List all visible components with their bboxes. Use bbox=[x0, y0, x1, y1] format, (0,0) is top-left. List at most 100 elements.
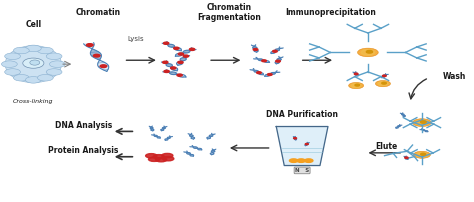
Polygon shape bbox=[172, 46, 174, 47]
Polygon shape bbox=[384, 75, 386, 76]
Polygon shape bbox=[191, 155, 193, 156]
Circle shape bbox=[178, 61, 183, 63]
Polygon shape bbox=[396, 127, 398, 128]
Polygon shape bbox=[174, 48, 178, 49]
Polygon shape bbox=[198, 148, 201, 149]
Polygon shape bbox=[163, 128, 164, 129]
Polygon shape bbox=[191, 155, 194, 156]
Polygon shape bbox=[208, 137, 210, 138]
Polygon shape bbox=[176, 48, 180, 50]
Polygon shape bbox=[175, 74, 177, 75]
Polygon shape bbox=[165, 139, 167, 140]
Polygon shape bbox=[177, 63, 182, 64]
Polygon shape bbox=[420, 129, 421, 130]
Polygon shape bbox=[279, 57, 282, 58]
Polygon shape bbox=[192, 138, 194, 139]
Polygon shape bbox=[191, 138, 194, 139]
Polygon shape bbox=[98, 64, 108, 66]
Polygon shape bbox=[193, 147, 195, 148]
Polygon shape bbox=[276, 49, 280, 50]
Circle shape bbox=[417, 153, 428, 157]
Polygon shape bbox=[275, 50, 278, 51]
Polygon shape bbox=[174, 47, 176, 48]
Polygon shape bbox=[276, 71, 279, 72]
Polygon shape bbox=[383, 75, 386, 76]
Polygon shape bbox=[181, 60, 183, 61]
Polygon shape bbox=[258, 72, 259, 73]
Polygon shape bbox=[382, 77, 383, 78]
Text: Cross-linking: Cross-linking bbox=[13, 99, 54, 104]
Polygon shape bbox=[188, 153, 191, 154]
Polygon shape bbox=[163, 127, 165, 128]
Polygon shape bbox=[170, 72, 172, 73]
Polygon shape bbox=[191, 146, 193, 147]
Polygon shape bbox=[355, 73, 357, 74]
Polygon shape bbox=[176, 55, 179, 56]
Polygon shape bbox=[171, 72, 174, 74]
Polygon shape bbox=[91, 51, 97, 52]
Polygon shape bbox=[175, 55, 177, 56]
Polygon shape bbox=[256, 58, 257, 59]
Polygon shape bbox=[258, 59, 261, 60]
Polygon shape bbox=[173, 69, 178, 70]
Polygon shape bbox=[191, 155, 193, 156]
Polygon shape bbox=[177, 63, 182, 64]
Polygon shape bbox=[152, 134, 154, 135]
Polygon shape bbox=[173, 69, 178, 70]
Polygon shape bbox=[166, 71, 168, 72]
Polygon shape bbox=[181, 61, 182, 62]
Polygon shape bbox=[168, 65, 173, 66]
Polygon shape bbox=[181, 75, 184, 77]
Polygon shape bbox=[177, 49, 181, 50]
Polygon shape bbox=[254, 70, 256, 71]
Polygon shape bbox=[171, 68, 176, 69]
Polygon shape bbox=[155, 135, 156, 136]
Polygon shape bbox=[187, 153, 190, 154]
Polygon shape bbox=[172, 72, 175, 74]
Polygon shape bbox=[171, 68, 175, 69]
Polygon shape bbox=[181, 50, 182, 51]
Circle shape bbox=[46, 69, 62, 75]
Polygon shape bbox=[265, 75, 267, 76]
Polygon shape bbox=[192, 146, 193, 147]
Polygon shape bbox=[255, 71, 258, 72]
Polygon shape bbox=[170, 45, 174, 47]
Polygon shape bbox=[97, 58, 100, 59]
Polygon shape bbox=[199, 148, 201, 150]
Polygon shape bbox=[182, 53, 183, 54]
Polygon shape bbox=[172, 46, 174, 47]
Polygon shape bbox=[253, 47, 257, 48]
Polygon shape bbox=[180, 60, 184, 61]
Polygon shape bbox=[178, 74, 179, 75]
Polygon shape bbox=[190, 135, 193, 136]
Polygon shape bbox=[307, 143, 308, 144]
Polygon shape bbox=[208, 137, 210, 138]
Polygon shape bbox=[251, 69, 254, 70]
Polygon shape bbox=[255, 58, 257, 59]
Polygon shape bbox=[177, 64, 180, 65]
Polygon shape bbox=[176, 74, 177, 75]
Polygon shape bbox=[275, 50, 277, 51]
Polygon shape bbox=[167, 65, 172, 66]
Polygon shape bbox=[198, 148, 200, 149]
Polygon shape bbox=[267, 74, 270, 76]
Polygon shape bbox=[261, 74, 263, 75]
Polygon shape bbox=[355, 73, 357, 74]
Polygon shape bbox=[163, 70, 166, 72]
Polygon shape bbox=[255, 58, 257, 59]
Polygon shape bbox=[166, 64, 171, 65]
Polygon shape bbox=[179, 50, 182, 51]
Polygon shape bbox=[180, 59, 186, 60]
Polygon shape bbox=[172, 67, 174, 68]
Polygon shape bbox=[165, 139, 167, 140]
Polygon shape bbox=[188, 50, 190, 51]
Polygon shape bbox=[176, 70, 177, 71]
Polygon shape bbox=[171, 67, 175, 68]
Polygon shape bbox=[259, 73, 261, 74]
Polygon shape bbox=[396, 127, 398, 128]
Polygon shape bbox=[268, 74, 270, 75]
Polygon shape bbox=[191, 49, 194, 50]
Polygon shape bbox=[265, 75, 268, 76]
Polygon shape bbox=[98, 63, 106, 64]
Polygon shape bbox=[210, 153, 214, 154]
